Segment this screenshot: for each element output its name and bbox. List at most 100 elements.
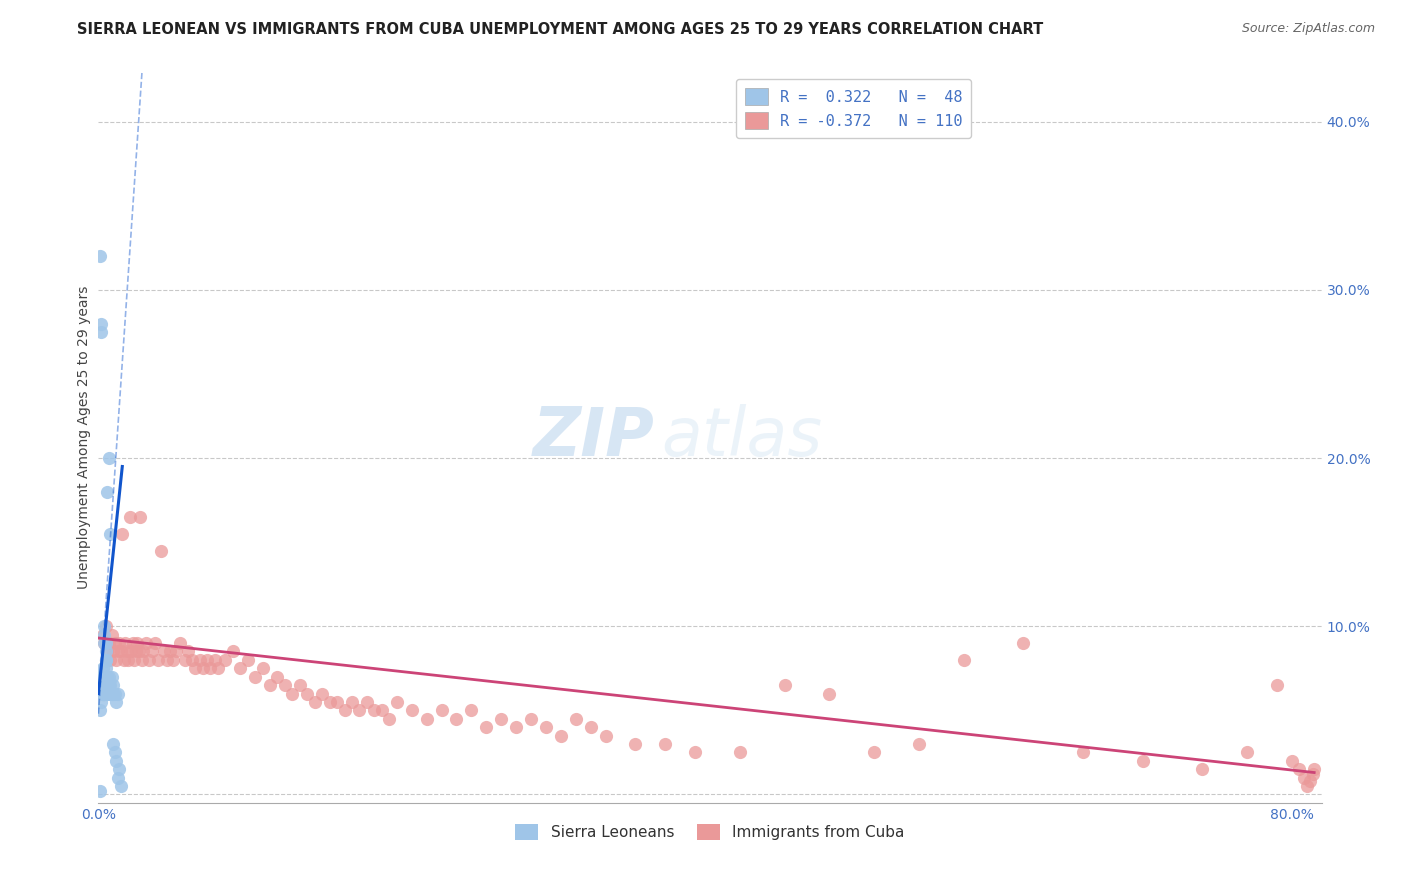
Point: [89, 703, 111, 717]
Point: [91, 661, 114, 675]
Point: [94, 636, 117, 650]
Point: [169, 636, 191, 650]
Point: [98, 678, 121, 692]
Point: [120, 644, 142, 658]
Point: [101, 686, 124, 700]
Point: [107, 686, 129, 700]
Point: [908, 737, 931, 751]
Point: [1303, 762, 1326, 776]
Point: [818, 686, 841, 700]
Point: [654, 737, 676, 751]
Point: [103, 644, 125, 658]
Point: [141, 644, 163, 658]
Point: [93, 636, 115, 650]
Point: [91, 627, 114, 641]
Point: [94, 619, 117, 633]
Point: [579, 720, 602, 734]
Point: [728, 745, 751, 759]
Point: [595, 729, 617, 743]
Point: [550, 729, 572, 743]
Point: [430, 703, 453, 717]
Point: [105, 754, 128, 768]
Point: [505, 720, 527, 734]
Point: [93, 686, 115, 700]
Point: [112, 653, 135, 667]
Point: [114, 636, 136, 650]
Point: [259, 678, 281, 692]
Point: [117, 653, 139, 667]
Point: [101, 686, 124, 700]
Point: [165, 644, 187, 658]
Point: [96, 644, 118, 658]
Point: [91, 670, 114, 684]
Point: [1292, 771, 1315, 785]
Point: [200, 661, 222, 675]
Point: [318, 695, 340, 709]
Point: [97, 678, 120, 692]
Text: SIERRA LEONEAN VS IMMIGRANTS FROM CUBA UNEMPLOYMENT AMONG AGES 25 TO 29 YEARS CO: SIERRA LEONEAN VS IMMIGRANTS FROM CUBA U…: [77, 22, 1043, 37]
Point: [349, 703, 371, 717]
Point: [94, 661, 117, 675]
Text: atlas: atlas: [661, 404, 823, 470]
Point: [415, 712, 437, 726]
Point: [96, 670, 118, 684]
Point: [101, 670, 124, 684]
Point: [281, 686, 304, 700]
Point: [105, 695, 128, 709]
Point: [174, 653, 197, 667]
Point: [97, 670, 120, 684]
Y-axis label: Unemployment Among Ages 25 to 29 years: Unemployment Among Ages 25 to 29 years: [77, 285, 91, 589]
Point: [356, 695, 378, 709]
Point: [91, 678, 114, 692]
Point: [91, 686, 114, 700]
Point: [89, 784, 111, 798]
Point: [1132, 754, 1154, 768]
Point: [110, 644, 132, 658]
Point: [204, 653, 226, 667]
Point: [1299, 773, 1322, 788]
Point: [385, 695, 408, 709]
Point: [214, 653, 236, 667]
Point: [94, 644, 117, 658]
Point: [115, 644, 138, 658]
Text: ZIP: ZIP: [533, 404, 655, 470]
Point: [153, 644, 176, 658]
Point: [371, 703, 394, 717]
Point: [108, 762, 131, 776]
Point: [191, 661, 214, 675]
Point: [138, 653, 160, 667]
Point: [297, 686, 319, 700]
Point: [1191, 762, 1213, 776]
Point: [110, 779, 132, 793]
Point: [177, 644, 200, 658]
Point: [111, 526, 134, 541]
Point: [90, 695, 112, 709]
Point: [90, 670, 112, 684]
Point: [221, 644, 243, 658]
Point: [101, 627, 124, 641]
Point: [333, 703, 356, 717]
Point: [127, 636, 149, 650]
Point: [105, 653, 128, 667]
Point: [460, 703, 482, 717]
Text: Source: ZipAtlas.com: Source: ZipAtlas.com: [1241, 22, 1375, 36]
Point: [1012, 636, 1035, 650]
Point: [683, 745, 706, 759]
Point: [378, 712, 401, 726]
Point: [98, 526, 121, 541]
Point: [129, 510, 152, 524]
Point: [184, 661, 207, 675]
Point: [94, 653, 117, 667]
Point: [304, 695, 326, 709]
Point: [143, 636, 166, 650]
Point: [243, 670, 266, 684]
Point: [98, 686, 121, 700]
Point: [195, 653, 218, 667]
Point: [89, 249, 111, 263]
Point: [863, 745, 886, 759]
Point: [252, 661, 274, 675]
Point: [363, 703, 385, 717]
Point: [475, 720, 498, 734]
Point: [131, 653, 153, 667]
Point: [118, 510, 141, 524]
